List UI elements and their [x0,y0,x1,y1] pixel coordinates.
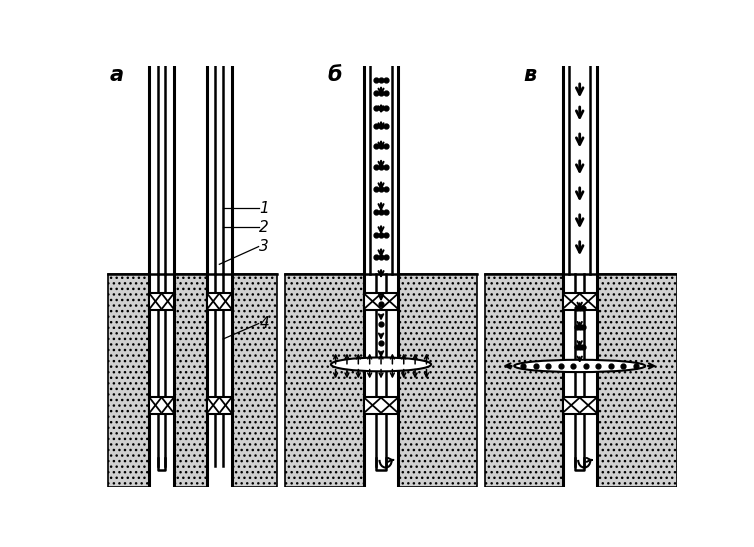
Text: 2: 2 [259,220,269,235]
Bar [207,397,231,414]
Bar [149,274,174,487]
Bar [562,397,596,414]
Text: 1: 1 [259,201,269,216]
Bar [370,66,392,274]
Bar [149,293,174,310]
Bar [569,66,590,274]
Bar [207,293,231,310]
Bar [376,274,385,466]
Bar [216,66,223,274]
Text: в: в [523,65,537,85]
Bar [285,274,477,487]
Bar [562,66,596,274]
Ellipse shape [331,358,431,371]
Bar [149,66,174,274]
Bar [364,66,398,274]
Bar [485,274,676,487]
Text: а: а [110,65,124,85]
Bar [364,293,398,310]
Bar [207,274,231,487]
Bar [364,274,398,487]
Bar [562,293,596,310]
Bar [562,274,596,487]
Bar [216,274,223,466]
Bar [149,397,174,414]
Bar [575,274,584,466]
Text: б: б [327,65,342,85]
Bar [158,274,165,466]
Text: 3: 3 [259,239,269,254]
Bar [158,66,165,274]
Bar [207,66,231,274]
Bar [108,274,277,487]
Ellipse shape [514,360,645,372]
Bar [364,397,398,414]
Text: 4: 4 [259,316,269,331]
